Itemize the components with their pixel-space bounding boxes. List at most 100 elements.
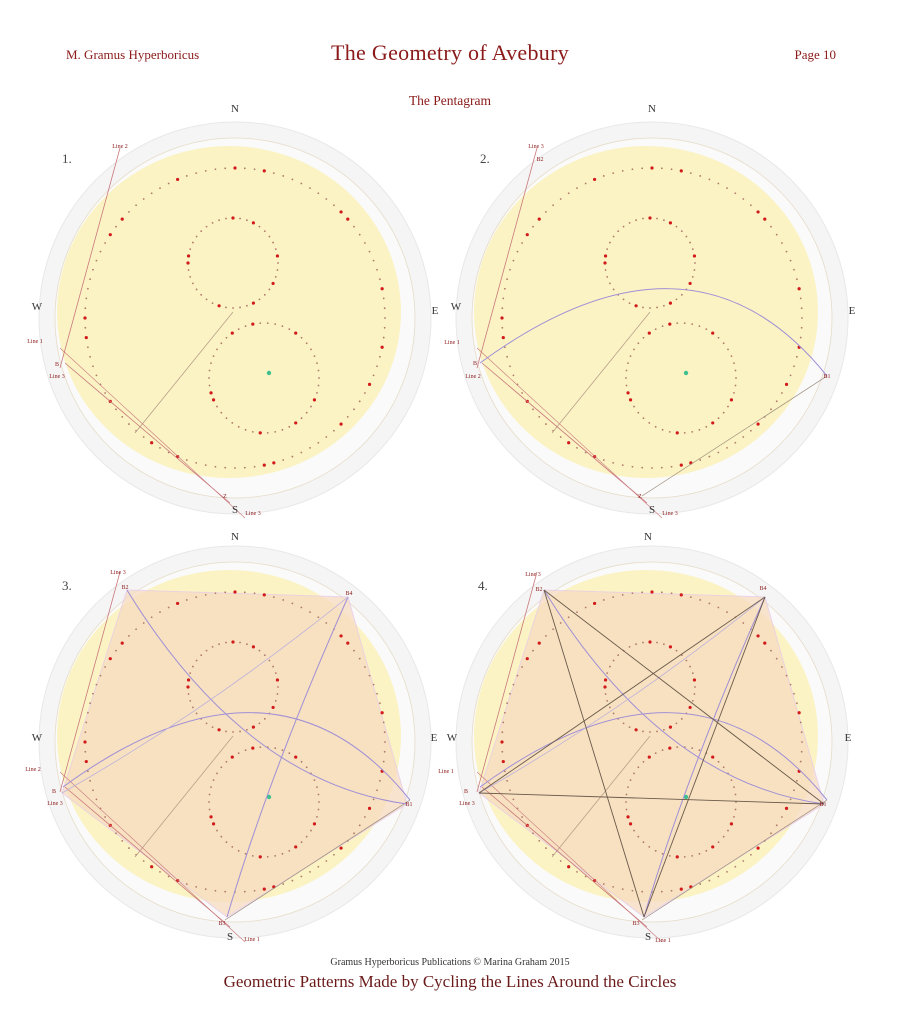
stone [622,298,625,301]
stone [95,374,98,377]
stone [770,649,772,652]
stone [567,441,571,445]
stone [378,278,381,281]
diagram-number: 4. [478,578,488,593]
stone [775,657,778,660]
stone [567,192,570,195]
stone [756,422,760,426]
stone [263,230,266,233]
stone [763,217,767,221]
stone [545,423,547,425]
line-segment [476,347,663,519]
stone [372,259,375,262]
stone [698,749,701,752]
stone [288,328,291,331]
stone [750,429,752,432]
stone [501,335,505,340]
stone [211,646,214,648]
line-segment [224,799,411,921]
stone [602,599,605,601]
stone [358,657,361,660]
stone [89,278,92,281]
stone [378,355,381,358]
stone [84,759,88,764]
stone [209,391,213,395]
stone [104,666,106,668]
stone [691,854,694,857]
stone [288,849,291,852]
stone [195,235,198,238]
earthwork-field [57,146,401,478]
stone [512,683,515,686]
stone [691,323,694,326]
stone [625,793,628,796]
stone [346,217,350,221]
line-segment [641,375,828,497]
stone [708,455,711,458]
stone [376,268,378,271]
stone [683,855,686,858]
stone [699,175,702,177]
stone [300,841,303,844]
stone [382,336,385,339]
stone [367,382,372,386]
stone [189,700,192,702]
stone [717,417,720,420]
stone [167,606,170,609]
stone [317,616,320,619]
point-label: Line 2 [25,767,41,773]
stone [339,210,343,214]
stone [670,889,673,892]
stone [799,336,802,339]
stone [691,672,694,674]
stone [220,766,223,769]
stone [668,746,672,750]
stone [627,362,629,365]
stone [683,370,689,376]
stone [186,254,191,258]
stone [631,889,634,892]
stone [628,398,633,402]
stone [699,459,702,461]
stone [142,622,145,624]
stone [552,204,554,207]
stone [656,306,658,309]
stone [204,888,207,891]
stone [675,855,679,859]
stone [205,649,208,652]
stone [216,829,218,832]
stone [384,317,386,319]
stone [521,242,523,244]
stone [276,269,279,271]
stone [316,391,318,394]
stone [353,225,355,228]
stone [274,854,277,857]
stone [654,328,657,331]
point-label: Line 3 [525,572,541,578]
stone [268,659,271,662]
stone [300,336,303,339]
stone [364,242,366,244]
stone [663,304,665,307]
stone [679,593,683,597]
stone [727,348,729,351]
stone [251,854,254,857]
line-segment [481,362,648,504]
compass-north: N [648,103,656,115]
stone [668,221,673,225]
compass-north: N [231,103,239,115]
stone [694,686,696,688]
stone [108,657,112,661]
stone [364,392,366,394]
stone [104,392,106,394]
stone [204,593,207,596]
line-segment [476,771,663,943]
stone [214,592,217,595]
stone [770,225,772,228]
stone [692,678,697,682]
stone [622,225,625,228]
line-segment [481,786,648,928]
stone [186,678,191,682]
stone [305,342,308,345]
stone [641,167,644,170]
